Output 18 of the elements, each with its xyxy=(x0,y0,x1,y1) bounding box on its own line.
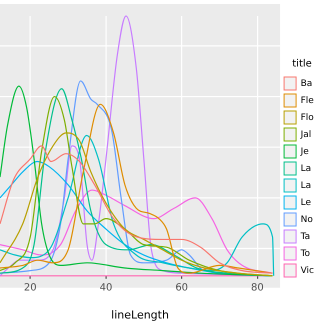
legend-label: Ba xyxy=(300,78,312,89)
x-tick-label: 20 xyxy=(24,282,37,294)
x-tick-label: 40 xyxy=(100,282,112,294)
legend-label: Le xyxy=(300,198,312,208)
x-tick-label: 60 xyxy=(175,282,188,294)
legend-label: Vic xyxy=(300,266,314,276)
x-axis-title: lineLength xyxy=(111,308,169,322)
legend-title: title xyxy=(292,58,312,70)
legend-label: Je xyxy=(300,146,310,157)
legend-label: No xyxy=(300,214,314,225)
legend-label: To xyxy=(300,248,311,259)
legend-label: La xyxy=(300,180,312,191)
legend-label: La xyxy=(300,164,312,174)
legend-label: Fle xyxy=(300,96,314,106)
legend-label: Jal xyxy=(300,130,312,140)
legend-label: Flo xyxy=(300,112,314,123)
x-tick-label: 80 xyxy=(251,282,264,294)
legend-label: Ta xyxy=(300,232,310,242)
